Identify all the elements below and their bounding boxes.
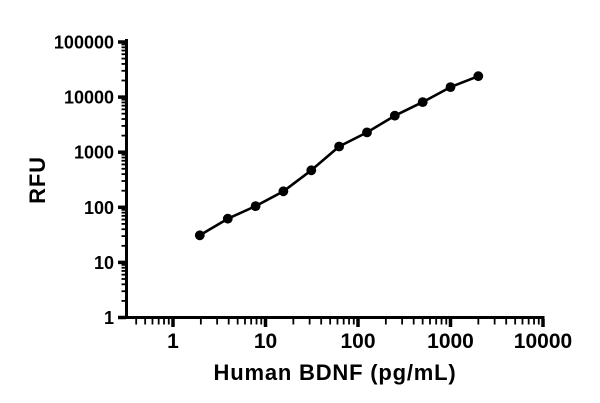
data-point-marker	[250, 201, 261, 212]
axis-ticks	[118, 40, 545, 327]
data-point-marker	[222, 213, 233, 224]
y-axis-title: RFU	[25, 156, 50, 204]
data-point-marker	[334, 141, 344, 152]
data-point-marker	[445, 82, 456, 92]
y-tick-label: 1	[104, 308, 114, 328]
data-point-marker	[362, 127, 372, 138]
y-tick-label: 10000	[64, 88, 114, 108]
y-tick-label: 1000	[74, 143, 114, 163]
data-point-marker	[389, 110, 400, 121]
standard-curve-line	[199, 74, 479, 237]
x-tick-label: 10	[254, 330, 277, 353]
data-point-marker	[194, 230, 205, 241]
x-tick-label: 1	[167, 330, 179, 353]
x-tick-label: 10000	[514, 330, 572, 353]
axes	[125, 39, 545, 319]
x-axis-title: Human BDNF (pg/mL)	[214, 360, 457, 385]
data-point-marker	[473, 71, 484, 82]
data-point-marker	[417, 97, 428, 107]
data-point-marker	[306, 165, 317, 176]
data-series	[194, 71, 484, 241]
y-tick-label: 100	[84, 198, 114, 218]
x-tick-label: 1000	[427, 330, 474, 353]
data-point-marker	[278, 186, 289, 197]
y-tick-label: 10	[94, 253, 114, 273]
axis-tick-labels: 1 10 100 1000 10000 100000 1 10 100 1000 10000	[54, 33, 572, 354]
y-tick-label: 100000	[54, 33, 114, 53]
x-tick-label: 100	[340, 330, 375, 353]
